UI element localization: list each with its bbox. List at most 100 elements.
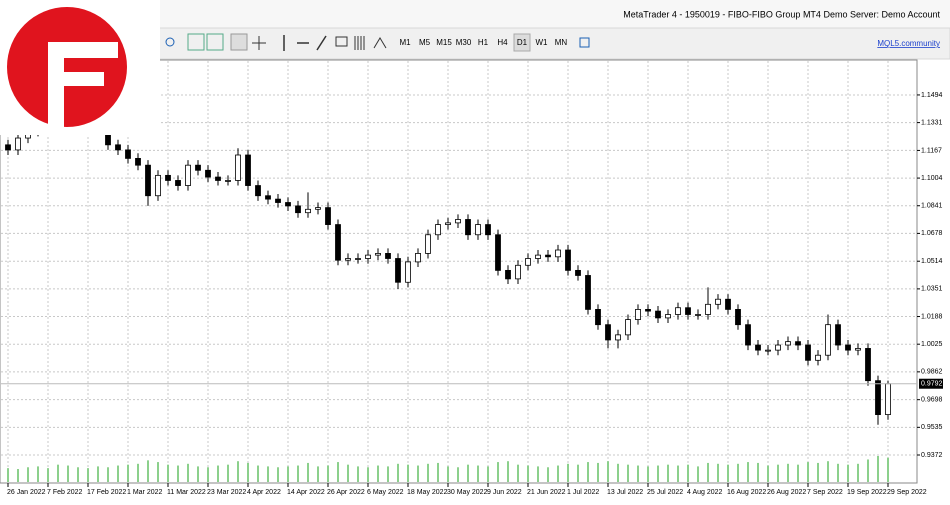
candle-body xyxy=(285,202,291,207)
volume-bar xyxy=(527,465,529,482)
x-tick-label: 7 Feb 2022 xyxy=(47,489,83,496)
volume-bar xyxy=(477,465,479,482)
candle-body xyxy=(505,269,511,280)
candle-body xyxy=(445,222,451,225)
candle-body xyxy=(205,169,211,178)
x-tick-label: 17 Feb 2022 xyxy=(87,489,126,496)
candle-body xyxy=(365,254,371,259)
candle-body xyxy=(875,380,881,416)
arrow-icon[interactable] xyxy=(373,37,387,49)
volume-bar xyxy=(467,464,469,482)
candle-body xyxy=(135,157,141,166)
candle-body xyxy=(385,253,391,259)
candle-body xyxy=(415,253,421,263)
x-tick-label: 26 Apr 2022 xyxy=(327,489,365,496)
x-tick-label: 6 May 2022 xyxy=(367,489,404,496)
volume-bar xyxy=(747,462,749,482)
x-tick-label: 9 Jun 2022 xyxy=(487,489,522,496)
candle-body xyxy=(755,344,761,351)
volume-bar xyxy=(567,463,569,482)
timeframe-button[interactable]: W1 xyxy=(536,38,549,47)
x-tick-label: 18 May 2022 xyxy=(407,489,448,496)
volume-bar xyxy=(387,466,389,482)
candle-body xyxy=(655,310,661,319)
volume-bar xyxy=(297,465,299,482)
volume-bar xyxy=(347,464,349,482)
candle-body xyxy=(305,208,311,214)
candle-body xyxy=(495,234,501,271)
candle-body xyxy=(695,314,701,316)
community-link[interactable]: MQL5.community xyxy=(877,39,940,48)
volume-bar xyxy=(487,466,489,482)
volume-bar xyxy=(637,465,639,482)
candle-body xyxy=(425,234,431,254)
trend-icon[interactable] xyxy=(316,35,327,51)
volume-bar xyxy=(257,465,259,482)
current-price-label: 0.9792 xyxy=(921,381,943,388)
crosshair-icon[interactable] xyxy=(252,36,266,50)
candle-body xyxy=(685,307,691,315)
x-tick-label: 26 Aug 2022 xyxy=(767,489,806,496)
candle-body xyxy=(325,207,331,225)
volume-bar xyxy=(627,464,629,482)
candle-body xyxy=(405,261,411,283)
candle-body xyxy=(465,219,471,236)
timeframe-button[interactable]: MN xyxy=(555,38,568,47)
volume-bar xyxy=(397,463,399,482)
timeframe-button[interactable]: M5 xyxy=(419,38,431,47)
volume-bar xyxy=(37,466,39,482)
x-tick-label: 19 Sep 2022 xyxy=(847,489,887,496)
volume-bar xyxy=(247,462,249,482)
timeframe-button[interactable]: D1 xyxy=(517,38,528,47)
volume-bar xyxy=(407,464,409,482)
volume-bar xyxy=(827,461,829,482)
volume-bar xyxy=(677,465,679,482)
zoom-icon[interactable] xyxy=(165,37,175,47)
timeframe-button[interactable]: M1 xyxy=(399,38,411,47)
cursor-icon[interactable] xyxy=(230,33,248,51)
volume-bar xyxy=(357,466,359,482)
scroll-icon[interactable] xyxy=(187,33,205,51)
volume-bar xyxy=(587,462,589,482)
fib-icon[interactable] xyxy=(354,36,365,50)
y-tick-label: 1.1167 xyxy=(921,147,942,154)
candle-body xyxy=(125,149,131,159)
timeframe-button[interactable]: H4 xyxy=(497,38,508,47)
candle-body xyxy=(705,303,711,315)
candle-body xyxy=(315,207,321,210)
volume-bar xyxy=(517,464,519,482)
candle-body xyxy=(665,314,671,319)
volume-bar xyxy=(557,465,559,482)
shift-icon[interactable] xyxy=(206,33,224,51)
x-tick-label: 21 Jun 2022 xyxy=(527,489,566,496)
volume-bar xyxy=(807,462,809,482)
candle-body xyxy=(185,164,191,186)
volume-bar xyxy=(177,465,179,482)
fullscreen-icon[interactable] xyxy=(579,37,590,48)
y-tick-label: 1.0351 xyxy=(921,286,943,293)
candle-body xyxy=(395,258,401,283)
timeframe-button[interactable]: H1 xyxy=(478,38,489,47)
timeframe-active xyxy=(513,33,531,52)
candle-body xyxy=(575,269,581,276)
volume-bar xyxy=(147,460,149,482)
candle-body xyxy=(765,349,771,352)
candle-body xyxy=(715,298,721,305)
candle-body xyxy=(175,180,181,186)
y-tick-label: 0.9372 xyxy=(921,452,943,459)
volume-bar xyxy=(457,467,459,482)
volume-bar xyxy=(97,466,99,482)
volume-bar xyxy=(277,467,279,482)
volume-bar xyxy=(287,466,289,482)
candle-body xyxy=(295,205,301,214)
candle-body xyxy=(885,383,891,416)
timeframe-button[interactable]: M15 xyxy=(436,38,452,47)
logo-cut xyxy=(48,42,64,127)
volume-bar xyxy=(237,461,239,482)
current-price-box xyxy=(919,378,943,389)
volume-bar xyxy=(7,468,9,482)
text-icon[interactable] xyxy=(335,36,348,47)
candle-body xyxy=(215,176,221,181)
x-tick-label: 11 Mar 2022 xyxy=(167,489,206,496)
timeframe-button[interactable]: M30 xyxy=(456,38,472,47)
